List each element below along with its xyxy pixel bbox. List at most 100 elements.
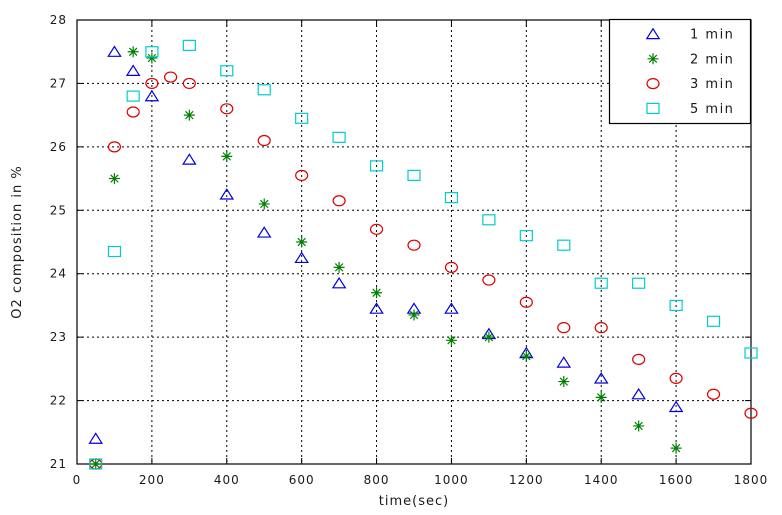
marker: [108, 173, 120, 185]
marker: [146, 52, 158, 64]
marker: [183, 109, 195, 121]
legend-box: [608, 18, 752, 125]
tick-marks: [76, 19, 752, 465]
marker: [90, 458, 102, 470]
marker: [706, 315, 721, 327]
x-tick-label: 1800: [734, 473, 769, 487]
marker: [669, 299, 683, 312]
y-tick-label: 21: [50, 457, 67, 471]
marker: [557, 239, 571, 251]
x-tick-label: 1000: [434, 473, 469, 487]
marker: [744, 407, 758, 419]
y-axis-label: O2 composition in %: [10, 165, 25, 318]
marker: [182, 39, 196, 51]
legend-entry-label: 1 min: [690, 28, 734, 43]
marker: [182, 153, 197, 165]
marker: [145, 77, 159, 90]
marker: [332, 131, 346, 143]
legend: 1 min 2 min 3 min 5 min: [608, 18, 752, 125]
marker: [558, 376, 570, 388]
marker: [164, 71, 178, 83]
marker: [257, 134, 271, 147]
plot-border: [76, 19, 752, 465]
x-tick-label: 200: [139, 473, 165, 487]
marker: [126, 106, 140, 118]
marker: [295, 112, 309, 124]
marker: [295, 169, 309, 181]
series-3-min: [89, 71, 758, 470]
marker: [408, 309, 420, 321]
marker: [445, 334, 457, 346]
legend-entry-label: 5 min: [690, 102, 734, 117]
marker: [144, 89, 160, 102]
marker: [670, 442, 682, 454]
marker: [369, 223, 384, 235]
marker: [631, 387, 646, 400]
x-tick-label: 400: [214, 473, 240, 487]
marker: [220, 65, 234, 77]
y-tick-label: 22: [50, 394, 67, 408]
marker: [593, 372, 609, 384]
marker: [744, 347, 758, 359]
marker: [333, 261, 345, 273]
y-tick-label: 23: [50, 330, 67, 344]
marker: [647, 53, 659, 65]
marker: [369, 302, 384, 314]
marker: [632, 353, 646, 365]
marker: [331, 276, 347, 289]
marker: [127, 46, 139, 58]
marker: [107, 245, 122, 258]
legend-entry-5-min: 5 min: [646, 102, 734, 117]
marker: [89, 458, 103, 470]
legend-entry-1-min: 1 min: [645, 27, 734, 43]
marker: [369, 160, 384, 172]
marker: [107, 141, 122, 153]
x-tick-label: 600: [289, 473, 315, 487]
marker: [294, 251, 309, 264]
marker: [332, 195, 346, 207]
legend-entry-3-min: 3 min: [646, 77, 733, 92]
x-axis-label: time(sec): [379, 494, 449, 509]
marker: [107, 45, 122, 57]
marker: [482, 214, 496, 226]
x-tick-label: 1200: [509, 473, 544, 487]
marker: [632, 277, 646, 289]
marker: [519, 230, 533, 242]
marker: [221, 150, 233, 162]
y-tick-label: 28: [50, 13, 67, 27]
y-tick-label: 27: [50, 76, 67, 90]
marker: [371, 287, 383, 299]
marker: [482, 274, 496, 286]
marker: [296, 236, 308, 248]
y-tick-label: 25: [50, 203, 67, 217]
series-2-min: [90, 46, 682, 470]
marker: [633, 420, 645, 432]
marker: [88, 432, 104, 444]
marker: [645, 27, 661, 40]
marker: [669, 372, 683, 384]
marker: [483, 331, 495, 343]
marker: [220, 103, 234, 115]
marker: [556, 356, 572, 368]
marker: [594, 277, 608, 289]
grid: [77, 20, 751, 464]
marker: [407, 239, 421, 251]
marker: [594, 322, 608, 334]
marker: [668, 400, 684, 413]
marker: [646, 102, 660, 115]
marker: [182, 77, 196, 90]
marker: [557, 322, 571, 334]
series-5-min: [89, 39, 758, 470]
marker: [595, 391, 607, 403]
series-1-min: [88, 45, 684, 444]
marker: [219, 188, 235, 200]
marker: [256, 226, 272, 238]
marker: [125, 64, 141, 76]
x-tick-label: 800: [364, 473, 390, 487]
marker: [258, 198, 270, 210]
marker: [444, 261, 459, 273]
marker: [520, 350, 532, 362]
x-tick-label: 1400: [584, 473, 619, 487]
